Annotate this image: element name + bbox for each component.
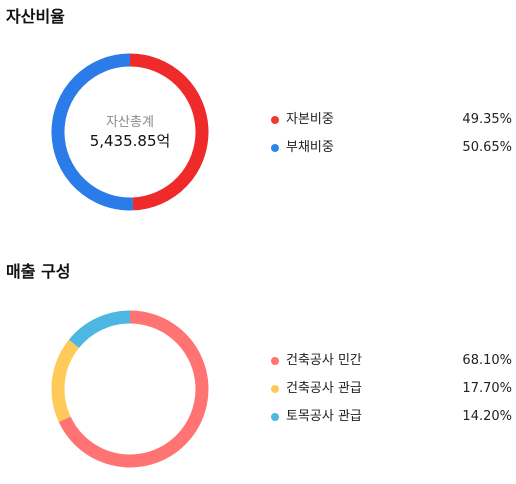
legend-item-value: 50.65% — [462, 140, 512, 155]
legend-item-label: 자본비중 — [286, 112, 334, 127]
legend-item-label: 건축공사 민간 — [286, 353, 362, 368]
asset-ratio-legend: 자본비중 49.35% 부채비중 50.65% — [266, 106, 516, 162]
donut-slice-1 — [129, 53, 209, 211]
sales-composition-donut-chart — [51, 310, 209, 468]
legend-item-label: 토목공사 관급 — [286, 409, 362, 424]
asset-ratio-title: 자산비율 — [6, 7, 65, 26]
sales-composition-title: 매출 구성 — [6, 262, 71, 281]
donut-slice-1 — [58, 310, 209, 468]
legend-item-value: 68.10% — [462, 353, 512, 368]
legend-item-building-public: 건축공사 관급 17.70% — [266, 375, 516, 403]
legend-color-dot — [271, 413, 279, 421]
legend-item-building-private: 건축공사 민간 68.10% — [266, 347, 516, 375]
asset-total-label: 자산총계 — [106, 115, 154, 130]
legend-item-label: 건축공사 관급 — [286, 381, 362, 396]
donut-slice-3 — [68, 310, 131, 349]
legend-color-dot — [271, 116, 279, 124]
legend-item-liabilities: 부채비중 50.65% — [266, 134, 516, 162]
donut-slice-2 — [51, 339, 80, 422]
sales-composition-legend: 건축공사 민간 68.10% 건축공사 관급 17.70% 토목공사 관급 14… — [266, 347, 516, 431]
donut-slice-2 — [51, 53, 134, 211]
legend-item-value: 17.70% — [462, 381, 512, 396]
legend-item-value: 14.20% — [462, 409, 512, 424]
legend-color-dot — [271, 357, 279, 365]
legend-color-dot — [271, 385, 279, 393]
legend-item-equity: 자본비중 49.35% — [266, 106, 516, 134]
legend-color-dot — [271, 144, 279, 152]
legend-item-value: 49.35% — [462, 112, 512, 127]
legend-item-label: 부채비중 — [286, 140, 334, 155]
legend-item-civil-public: 토목공사 관급 14.20% — [266, 403, 516, 431]
asset-ratio-donut-chart: 자산총계 5,435.85억 — [51, 53, 209, 211]
asset-total-value: 5,435.85억 — [90, 132, 171, 150]
